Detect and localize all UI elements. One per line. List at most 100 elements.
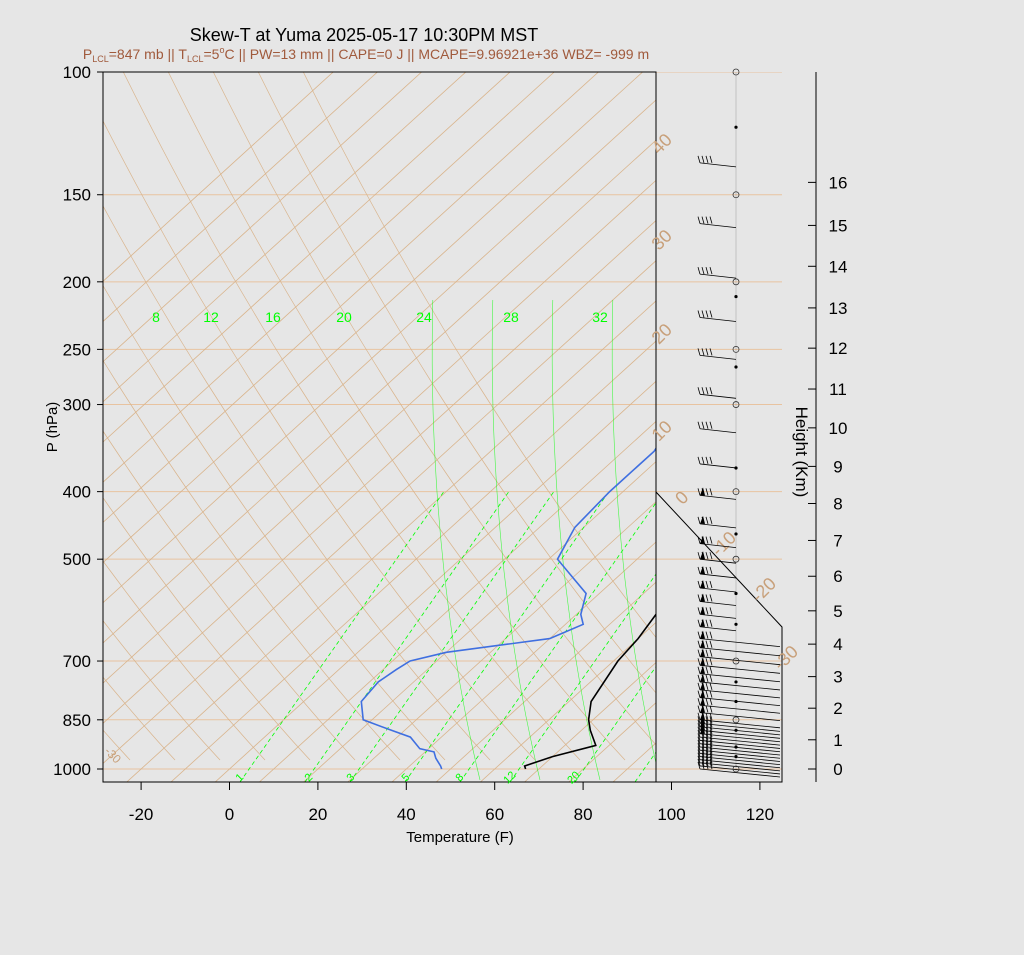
isotherm-line [103, 260, 656, 764]
height-tick-label: 15 [829, 216, 848, 235]
wind-barb [697, 606, 737, 619]
subtitle-rest: || PW=13 mm || CAPE=0 J || MCAPE=9.96921… [239, 46, 650, 62]
wind-barb-feather [697, 631, 701, 639]
wind-barb-shaft [699, 726, 781, 736]
wind-barb-shaft [699, 273, 737, 279]
wind-barb-feather [697, 743, 701, 751]
wind-barb-feather [697, 716, 701, 724]
wind-barb-feather [697, 739, 701, 748]
barb-panel-lines [656, 72, 782, 770]
wind-barb-shaft [699, 673, 781, 683]
wind-barb-feather [705, 552, 709, 560]
wind-barb-pennant [700, 704, 705, 713]
height-tick-label: 2 [833, 699, 842, 718]
p-tick-label: 850 [63, 711, 91, 730]
chart-title: Skew-T at Yuma 2025-05-17 10:30PM MST [190, 25, 539, 45]
wind-barb-feather [705, 155, 709, 163]
wind-barb-feather [709, 674, 713, 683]
wind-barb-feather [697, 658, 701, 666]
isotherm-line [876, 56, 1024, 783]
p-tick-label: 250 [63, 340, 91, 359]
isotherm-line [391, 541, 656, 782]
wind-barb-feather [705, 421, 709, 429]
wind-barb-feather [705, 658, 709, 666]
p-tick-label: 700 [63, 652, 91, 671]
lcl-p-sub: LCL [92, 54, 109, 64]
height-tick-label: 8 [833, 495, 842, 514]
x-tick-label: -20 [129, 805, 154, 824]
wind-barb-feather [701, 739, 705, 748]
level-dot [734, 125, 738, 129]
degree-sign: o [219, 45, 224, 55]
wind-barb-feather [705, 216, 709, 224]
wind-barb-feather [697, 216, 701, 224]
lcl-t-prefix: T [178, 46, 187, 62]
plot-border [102, 71, 657, 783]
wind-barb-feather [705, 682, 709, 690]
wind-barb-pennant [700, 681, 705, 690]
wind-barb-feather [705, 580, 709, 589]
wind-barb [697, 310, 737, 322]
wind-barb-shaft [699, 573, 737, 579]
dry-adiabat-line [103, 560, 266, 761]
grid-lines [0, 40, 1024, 783]
dry-adiabat-line [103, 430, 356, 761]
wind-barb-feather [697, 536, 701, 544]
level-dot [734, 466, 738, 470]
wind-barb-pennant [700, 618, 705, 627]
wind-barb-pennant [700, 487, 705, 496]
wind-barb-feather [705, 566, 709, 575]
dry-adiabat-line [103, 205, 491, 761]
wind-barb-pennant [700, 665, 705, 674]
wind-barb-feather [705, 488, 709, 496]
height-tick-label: 4 [833, 635, 842, 654]
wind-barb-feather [705, 712, 709, 720]
x-tick-label: 20 [308, 805, 327, 824]
wind-barb-feather [701, 387, 705, 395]
isotherm-line [103, 72, 599, 523]
wind-barb-shaft [699, 733, 781, 743]
wind-barb-feather [705, 649, 709, 657]
height-tick-label: 0 [833, 760, 842, 779]
wind-barb-pennant [700, 648, 705, 657]
wind-barb-feather [709, 310, 713, 318]
wind-barb [697, 515, 737, 529]
dry-adiabat-line [103, 620, 221, 761]
wind-barb-feather [705, 310, 709, 318]
x-tick-label: 80 [574, 805, 593, 824]
wind-barb [697, 456, 737, 469]
wind-barb [697, 657, 781, 674]
wind-barb-feather [709, 516, 713, 525]
p-tick-label: 200 [63, 273, 91, 292]
wind-barb-shaft [699, 656, 781, 666]
mixing-ratio-label: 16 [265, 309, 281, 325]
wind-barb-feather [697, 267, 701, 275]
isotherm-line [788, 56, 1024, 783]
wind-barb-pennant [700, 639, 705, 648]
mixing-ratio-line [404, 489, 611, 782]
wind-barb-feather [697, 705, 701, 713]
p-tick-label: 100 [63, 63, 91, 82]
x-tick-label: 100 [657, 805, 685, 824]
dry-adiabat-line [0, 40, 40, 760]
wind-barb-feather [709, 594, 713, 602]
wind-barb-shaft [699, 463, 737, 469]
wind-barb-feather [701, 743, 705, 751]
lcl-t-value: =5 [204, 46, 220, 62]
wind-barb-shaft [699, 613, 737, 619]
wind-barb-shaft [699, 558, 737, 564]
wind-barb-feather [709, 749, 713, 757]
wind-barb [697, 565, 737, 579]
wind-barb-feather [697, 752, 701, 760]
wind-barb-feather [697, 758, 701, 767]
wind-barb-feather [697, 387, 701, 395]
isotherm-line [920, 56, 1024, 783]
wind-barb [697, 155, 737, 168]
lcl-p-prefix: P [83, 46, 92, 62]
wind-barb-shaft [699, 719, 781, 729]
wind-barb-pennant [700, 697, 705, 706]
level-marker [732, 278, 740, 286]
wind-barb-pennant [700, 606, 705, 615]
dry-adiabat-line [167, 72, 626, 761]
